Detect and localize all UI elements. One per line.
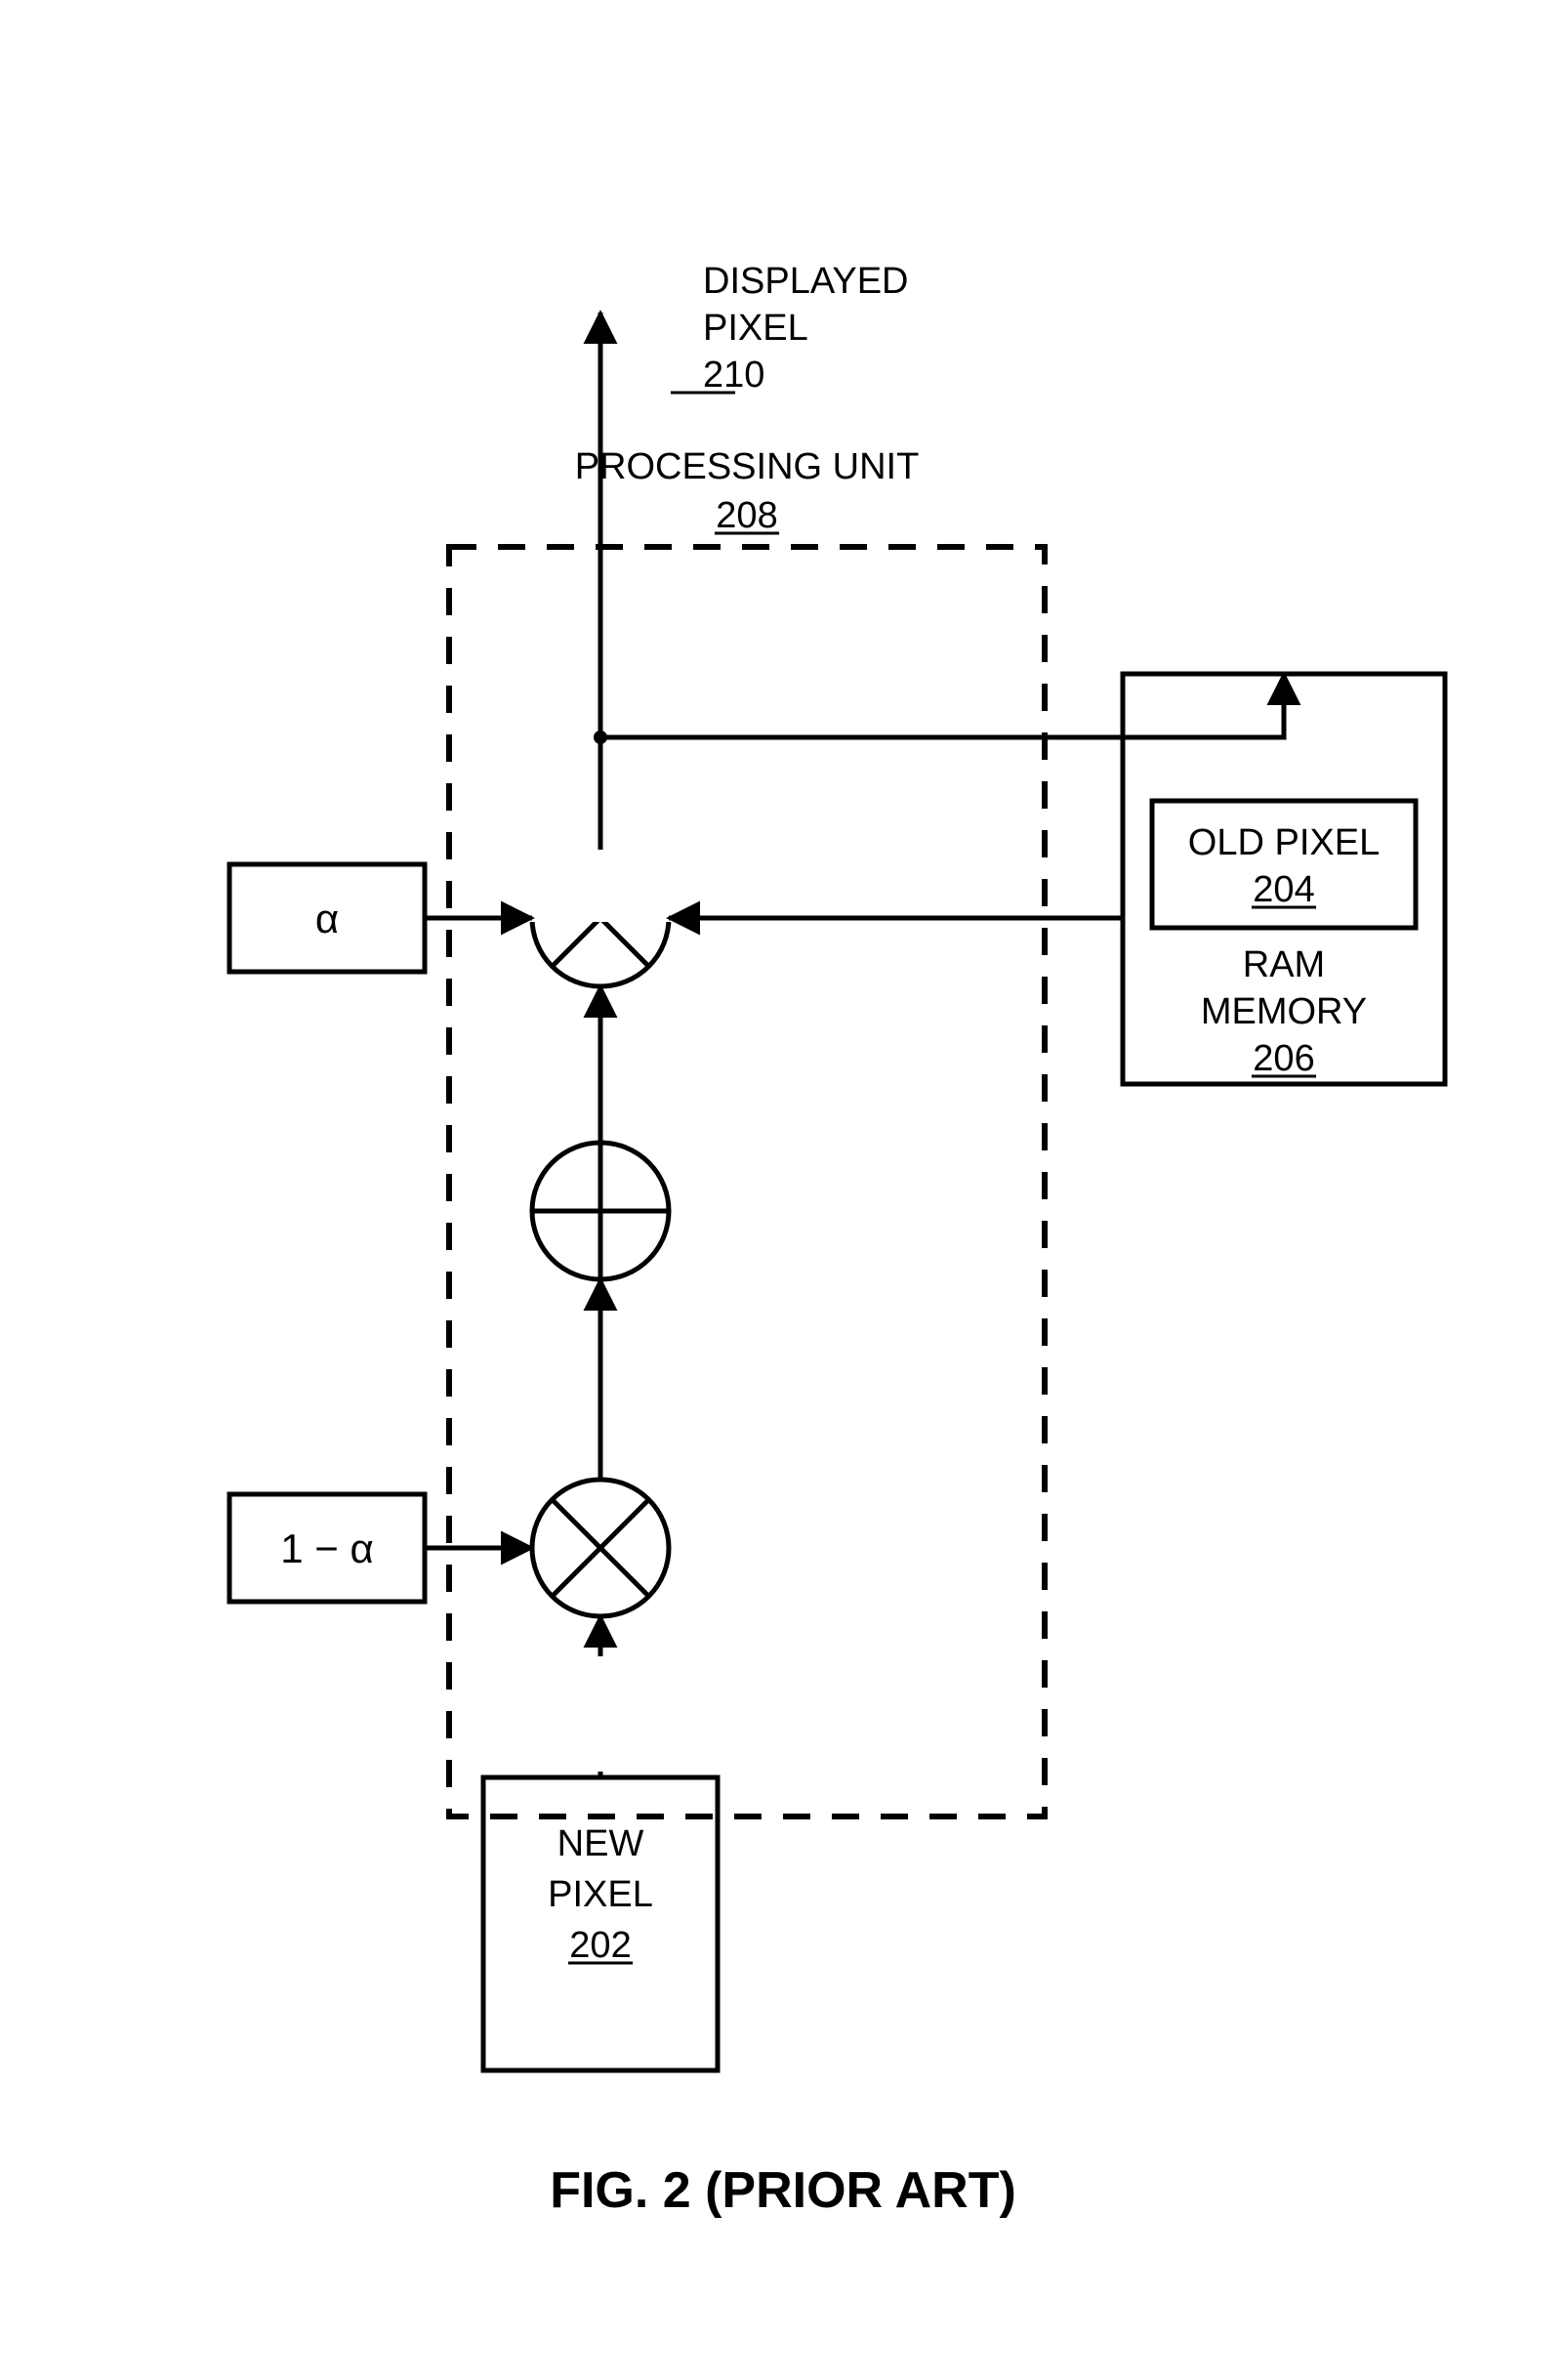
svg-text:210: 210 — [703, 355, 764, 396]
svg-text:NEW: NEW — [557, 1823, 644, 1864]
svg-text:204: 204 — [1253, 869, 1314, 910]
svg-text:FIG. 2 (PRIOR ART): FIG. 2 (PRIOR ART) — [550, 2162, 1016, 2219]
svg-text:PIXEL: PIXEL — [548, 1874, 653, 1915]
svg-text:OLD PIXEL: OLD PIXEL — [1188, 822, 1380, 863]
svg-text:208: 208 — [716, 495, 777, 536]
svg-text:RAM: RAM — [1243, 944, 1325, 985]
svg-text:202: 202 — [569, 1925, 631, 1966]
svg-text:1 − α: 1 − α — [280, 1525, 374, 1571]
svg-text:206: 206 — [1253, 1038, 1314, 1079]
svg-text:DISPLAYED: DISPLAYED — [703, 261, 908, 302]
svg-text:α: α — [315, 896, 339, 941]
svg-text:MEMORY: MEMORY — [1201, 991, 1367, 1032]
svg-text:PROCESSING UNIT: PROCESSING UNIT — [575, 446, 920, 487]
svg-text:PIXEL: PIXEL — [703, 308, 808, 349]
